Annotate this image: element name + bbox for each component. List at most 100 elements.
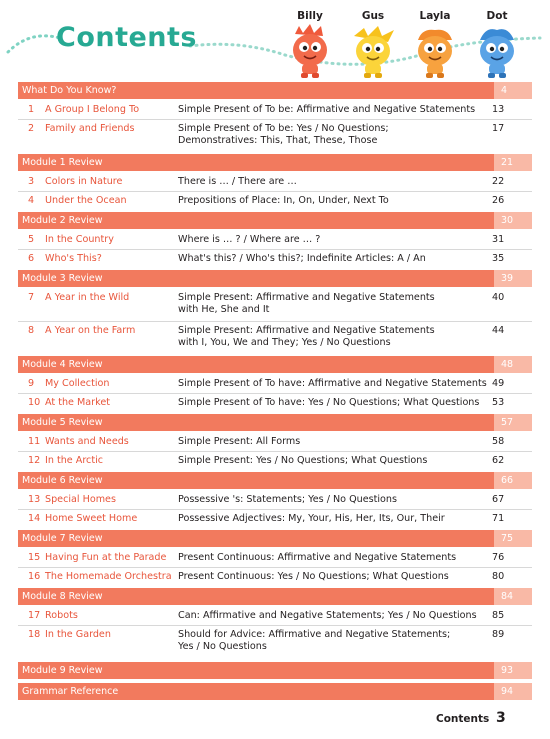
section-bar[interactable]: Module 1 Review 21	[18, 154, 532, 171]
unit-page: 89	[492, 629, 505, 640]
unit-description: Simple Present of To have: Yes / No Ques…	[178, 397, 480, 408]
unit-title: Colors in Nature	[45, 176, 123, 187]
section-page: 84	[494, 588, 532, 605]
section-page: 93	[494, 662, 532, 679]
unit-number: 3	[28, 176, 35, 187]
section-page: 30	[494, 212, 532, 229]
unit-page: 71	[492, 513, 505, 524]
unit-number: 9	[28, 378, 35, 389]
unit-number: 17	[28, 610, 41, 621]
unit-description: Simple Present: Yes / No Questions; What…	[178, 455, 428, 466]
unit-page: 26	[492, 195, 505, 206]
character-name: Dot	[486, 10, 508, 22]
unit-description: Should for Advice: Affirmative and Negat…	[178, 629, 451, 652]
unit-page: 62	[492, 455, 505, 466]
unit-row[interactable]: 9 My Collection Simple Present of To hav…	[18, 375, 532, 394]
unit-page: 53	[492, 397, 505, 408]
unit-number: 11	[28, 436, 41, 447]
dot-character-icon	[480, 29, 514, 78]
unit-row[interactable]: 13 Special Homes Possessive 's: Statemen…	[18, 491, 532, 510]
unit-description: Simple Present: Affirmative and Negative…	[178, 292, 435, 315]
unit-number: 6	[28, 253, 35, 264]
character-name: Billy	[297, 10, 323, 22]
unit-row[interactable]: 18 In the Garden Should for Advice: Affi…	[18, 626, 532, 658]
unit-page: 40	[492, 292, 505, 303]
page-title: Contents	[56, 22, 198, 53]
layla-character-icon	[418, 29, 452, 78]
unit-row[interactable]: 15 Having Fun at the Parade Present Cont…	[18, 549, 532, 568]
unit-row[interactable]: 2 Family and Friends Simple Present of T…	[18, 120, 532, 152]
unit-description: Simple Present: Affirmative and Negative…	[178, 325, 435, 348]
unit-title: A Year in the Wild	[45, 292, 130, 303]
unit-number: 4	[28, 195, 35, 206]
unit-row[interactable]: 5 In the Country Where is … ? / Where ar…	[18, 231, 532, 250]
unit-title: In the Country	[45, 234, 114, 245]
unit-description: Prepositions of Place: In, On, Under, Ne…	[178, 195, 389, 206]
section-bar[interactable]: Module 6 Review 66	[18, 472, 532, 489]
unit-number: 8	[28, 325, 35, 336]
section-bar[interactable]: Module 7 Review 75	[18, 530, 532, 547]
unit-number: 12	[28, 455, 41, 466]
unit-row[interactable]: 4 Under the Ocean Prepositions of Place:…	[18, 192, 532, 210]
unit-title: Having Fun at the Parade	[45, 552, 167, 563]
section-page: 21	[494, 154, 532, 171]
section-bar[interactable]: Grammar Reference 94	[18, 683, 532, 700]
section-label: Module 2 Review	[22, 215, 103, 226]
unit-row[interactable]: 16 The Homemade Orchestra Present Contin…	[18, 568, 532, 586]
unit-description: Present Continuous: Yes / No Questions; …	[178, 571, 449, 582]
section-label: Module 7 Review	[22, 533, 103, 544]
billy-character-icon	[293, 24, 327, 78]
unit-title: Robots	[45, 610, 78, 621]
unit-title: Special Homes	[45, 494, 116, 505]
footer-label: Contents	[436, 713, 490, 725]
section-bar[interactable]: Module 9 Review 93	[18, 662, 532, 679]
unit-title: Who's This?	[45, 253, 102, 264]
section-page: 66	[494, 472, 532, 489]
unit-page: 17	[492, 123, 505, 134]
unit-description: Possessive 's: Statements; Yes / No Ques…	[178, 494, 398, 505]
section-bar[interactable]: Module 5 Review 57	[18, 414, 532, 431]
unit-row[interactable]: 12 In the Arctic Simple Present: Yes / N…	[18, 452, 532, 470]
unit-row[interactable]: 8 A Year on the Farm Simple Present: Aff…	[18, 322, 532, 354]
unit-page: 35	[492, 253, 505, 264]
unit-description: Simple Present: All Forms	[178, 436, 301, 447]
section-bar[interactable]: Module 3 Review 39	[18, 270, 532, 287]
unit-row[interactable]: 11 Wants and Needs Simple Present: All F…	[18, 433, 532, 452]
table-of-contents: What Do You Know? 4 1 A Group I Belong T…	[18, 82, 532, 702]
unit-description: Simple Present of To be: Yes / No Questi…	[178, 123, 389, 146]
unit-page: 67	[492, 494, 505, 505]
unit-page: 49	[492, 378, 505, 389]
unit-description: Possessive Adjectives: My, Your, His, He…	[178, 513, 445, 524]
unit-description: Where is … ? / Where are … ?	[178, 234, 321, 245]
unit-row[interactable]: 10 At the Market Simple Present of To ha…	[18, 394, 532, 412]
section-bar[interactable]: What Do You Know? 4	[18, 82, 532, 99]
unit-row[interactable]: 7 A Year in the Wild Simple Present: Aff…	[18, 289, 532, 322]
unit-page: 80	[492, 571, 505, 582]
section-label: Module 6 Review	[22, 475, 103, 486]
section-bar[interactable]: Module 2 Review 30	[18, 212, 532, 229]
unit-title: A Group I Belong To	[45, 104, 140, 115]
section-label: Module 1 Review	[22, 157, 103, 168]
unit-row[interactable]: 1 A Group I Belong To Simple Present of …	[18, 101, 532, 120]
section-bar[interactable]: Module 8 Review 84	[18, 588, 532, 605]
unit-title: In the Arctic	[45, 455, 104, 466]
unit-title: A Year on the Farm	[45, 325, 136, 336]
unit-description: Simple Present of To have: Affirmative a…	[178, 378, 487, 389]
unit-page: 58	[492, 436, 505, 447]
unit-row[interactable]: 17 Robots Can: Affirmative and Negative …	[18, 607, 532, 626]
gus-character-icon	[354, 26, 394, 78]
unit-title: In the Garden	[45, 629, 111, 640]
unit-number: 13	[28, 494, 41, 505]
character-gus: Gus	[345, 10, 401, 80]
character-layla: Layla	[407, 10, 463, 80]
character-name: Layla	[419, 10, 451, 22]
unit-row[interactable]: 3 Colors in Nature There is … / There ar…	[18, 173, 532, 192]
dotted-swirl-decoration	[6, 34, 542, 66]
section-page: 75	[494, 530, 532, 547]
unit-row[interactable]: 6 Who's This? What's this? / Who's this?…	[18, 250, 532, 268]
page-header: Contents Billy Gus Layla	[0, 0, 550, 80]
unit-row[interactable]: 14 Home Sweet Home Possessive Adjectives…	[18, 510, 532, 528]
section-page: 48	[494, 356, 532, 373]
character-name: Gus	[361, 10, 385, 22]
section-bar[interactable]: Module 4 Review 48	[18, 356, 532, 373]
